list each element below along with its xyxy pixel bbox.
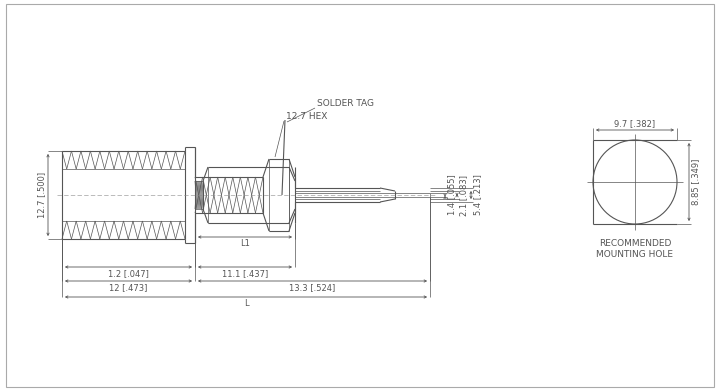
Text: 1.4 [.055]: 1.4 [.055] (447, 175, 456, 215)
Text: 12.7 [.500]: 12.7 [.500] (37, 172, 46, 218)
Text: 2.1 [.083]: 2.1 [.083] (459, 174, 468, 215)
Text: SOLDER TAG: SOLDER TAG (317, 99, 374, 108)
Text: RECOMMENDED: RECOMMENDED (599, 239, 671, 248)
Text: L1: L1 (240, 239, 250, 248)
Text: 11.1 [.437]: 11.1 [.437] (222, 269, 268, 278)
Text: 1.2 [.047]: 1.2 [.047] (108, 269, 149, 278)
Text: 13.3 [.524]: 13.3 [.524] (289, 283, 336, 292)
Text: 8.85 [.349]: 8.85 [.349] (691, 159, 700, 205)
Text: 5.4 [.213]: 5.4 [.213] (473, 174, 482, 215)
Text: MOUNTING HOLE: MOUNTING HOLE (596, 250, 673, 259)
Text: 12 [.473]: 12 [.473] (109, 283, 148, 292)
Text: 9.7 [.382]: 9.7 [.382] (614, 119, 656, 128)
Text: L: L (243, 299, 248, 308)
Text: 12.7 HEX: 12.7 HEX (286, 112, 328, 121)
